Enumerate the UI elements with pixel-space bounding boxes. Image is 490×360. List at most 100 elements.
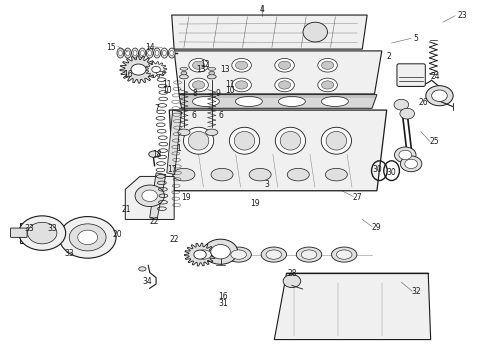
Ellipse shape — [147, 48, 153, 58]
Ellipse shape — [189, 58, 208, 72]
Ellipse shape — [331, 247, 357, 262]
Text: 12: 12 — [200, 60, 210, 69]
Ellipse shape — [296, 247, 322, 262]
Text: 20: 20 — [112, 230, 122, 239]
Text: 9: 9 — [216, 89, 220, 98]
Text: 4: 4 — [260, 5, 265, 14]
Text: 25: 25 — [430, 137, 440, 146]
Text: 11: 11 — [162, 81, 171, 90]
Ellipse shape — [139, 48, 146, 58]
Text: 22: 22 — [169, 235, 179, 244]
Ellipse shape — [209, 71, 215, 75]
Ellipse shape — [126, 50, 130, 55]
Circle shape — [27, 222, 57, 244]
Ellipse shape — [321, 96, 348, 107]
Text: 10: 10 — [162, 86, 171, 95]
Ellipse shape — [149, 151, 159, 157]
Text: 13: 13 — [220, 65, 230, 74]
Ellipse shape — [236, 61, 247, 69]
Circle shape — [211, 244, 230, 259]
Ellipse shape — [206, 129, 218, 135]
Ellipse shape — [266, 250, 282, 259]
Text: 6: 6 — [218, 111, 223, 120]
Circle shape — [78, 230, 98, 245]
Text: 6: 6 — [191, 111, 196, 120]
Polygon shape — [125, 176, 174, 220]
Ellipse shape — [161, 48, 168, 58]
Ellipse shape — [132, 48, 139, 58]
Polygon shape — [167, 110, 181, 175]
Ellipse shape — [188, 131, 209, 150]
Ellipse shape — [183, 127, 214, 154]
Ellipse shape — [249, 168, 271, 181]
Text: 7: 7 — [155, 104, 159, 113]
Ellipse shape — [148, 50, 152, 55]
Ellipse shape — [318, 78, 337, 92]
Text: 5: 5 — [414, 34, 418, 43]
Ellipse shape — [278, 96, 305, 107]
Circle shape — [135, 185, 164, 207]
Ellipse shape — [301, 250, 317, 259]
Text: 16: 16 — [218, 292, 228, 301]
Ellipse shape — [180, 67, 188, 70]
Ellipse shape — [303, 22, 327, 42]
Polygon shape — [150, 173, 166, 220]
Ellipse shape — [211, 168, 233, 181]
Text: 1: 1 — [176, 144, 181, 153]
Ellipse shape — [336, 250, 352, 259]
Polygon shape — [172, 15, 367, 49]
Circle shape — [142, 190, 158, 202]
Polygon shape — [174, 51, 382, 94]
Text: 19: 19 — [181, 193, 191, 202]
Circle shape — [203, 239, 238, 264]
Ellipse shape — [226, 247, 251, 262]
Ellipse shape — [162, 50, 166, 55]
Circle shape — [405, 159, 417, 168]
Circle shape — [194, 250, 206, 259]
Text: 32: 32 — [411, 287, 421, 296]
Ellipse shape — [318, 58, 337, 72]
Ellipse shape — [119, 50, 122, 55]
Ellipse shape — [234, 131, 255, 150]
Circle shape — [69, 224, 106, 251]
Ellipse shape — [325, 168, 347, 181]
Ellipse shape — [117, 48, 124, 58]
Ellipse shape — [141, 50, 145, 55]
Text: 15: 15 — [106, 43, 116, 52]
Text: 19: 19 — [250, 199, 260, 208]
Ellipse shape — [261, 247, 287, 262]
Circle shape — [394, 147, 416, 163]
Ellipse shape — [280, 131, 301, 150]
Text: 22: 22 — [150, 217, 159, 226]
Ellipse shape — [168, 48, 175, 58]
Polygon shape — [179, 95, 377, 108]
Ellipse shape — [321, 81, 334, 89]
Ellipse shape — [275, 58, 294, 72]
Ellipse shape — [189, 78, 208, 92]
Ellipse shape — [139, 267, 146, 271]
Text: 17: 17 — [167, 165, 176, 174]
Ellipse shape — [178, 129, 190, 135]
Text: 33: 33 — [24, 224, 34, 233]
Ellipse shape — [170, 50, 173, 55]
Circle shape — [59, 217, 116, 258]
Text: 34: 34 — [143, 276, 152, 285]
Text: 27: 27 — [352, 193, 362, 202]
Text: 29: 29 — [371, 223, 381, 232]
Ellipse shape — [278, 61, 291, 69]
Text: 33: 33 — [47, 224, 57, 233]
Text: 3: 3 — [265, 180, 270, 189]
Circle shape — [19, 216, 66, 250]
Circle shape — [426, 86, 453, 106]
FancyBboxPatch shape — [10, 228, 27, 237]
Ellipse shape — [236, 96, 262, 107]
Polygon shape — [20, 223, 47, 243]
Ellipse shape — [278, 81, 291, 89]
Ellipse shape — [232, 58, 251, 72]
Ellipse shape — [179, 75, 188, 79]
Text: 23: 23 — [458, 10, 467, 19]
Circle shape — [394, 99, 409, 110]
Polygon shape — [184, 243, 216, 266]
Ellipse shape — [193, 96, 220, 107]
Text: 31: 31 — [218, 299, 228, 308]
